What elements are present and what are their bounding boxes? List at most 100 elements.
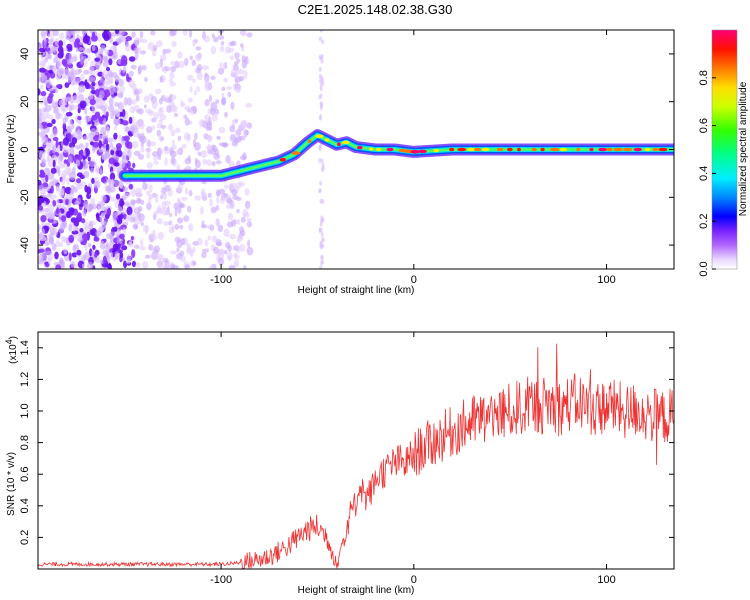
noise-blob — [122, 227, 126, 236]
noise-blob — [97, 116, 104, 122]
snr-plot: -100 0 100 0.2 0.4 0.6 0.8 1.0 1.2 1.4 — [19, 331, 675, 586]
noise-blob — [319, 242, 323, 248]
noise-blob — [65, 166, 72, 175]
noise-blob — [84, 33, 88, 43]
noise-blob — [195, 46, 202, 51]
noise-blob — [62, 106, 66, 114]
noise-blob — [159, 114, 167, 121]
noise-blob — [103, 238, 107, 243]
y-tick-label: -40 — [19, 237, 31, 253]
noise-blob — [150, 30, 156, 36]
noise-blob — [68, 207, 75, 213]
noise-blob — [169, 212, 173, 218]
noise-blob — [177, 183, 184, 189]
ridge-hotspot — [506, 147, 513, 152]
noise-blob — [127, 149, 132, 159]
noise-blob — [151, 117, 157, 123]
noise-blob — [319, 264, 323, 269]
noise-blob — [168, 226, 174, 234]
y-tick-label: -20 — [19, 189, 31, 205]
noise-blob — [238, 75, 245, 82]
noise-blob — [88, 92, 94, 101]
noise-blob — [60, 187, 65, 196]
noise-blob — [233, 259, 240, 268]
noise-blob — [108, 97, 114, 106]
noise-blob — [110, 196, 117, 202]
noise-blob — [170, 94, 177, 101]
noise-blob — [128, 70, 134, 77]
noise-blob — [41, 228, 45, 237]
noise-blob — [213, 246, 220, 255]
noise-blob — [61, 215, 67, 222]
noise-blob — [80, 149, 84, 157]
noise-blob — [84, 225, 90, 234]
noise-blob — [99, 259, 105, 265]
noise-blob — [180, 100, 184, 108]
noise-blob — [174, 208, 178, 217]
colorbar-label: Normalized spectral amplitude — [738, 81, 749, 216]
noise-blob — [320, 158, 324, 164]
noise-blob — [95, 229, 102, 237]
noise-blob — [137, 205, 143, 212]
noise-blob — [147, 41, 154, 51]
snr-y-axis-label: SNR (10 * v/v) — [6, 452, 17, 516]
ridge-hotspot — [410, 150, 420, 154]
noise-blob — [170, 65, 177, 73]
noise-blob — [109, 172, 116, 181]
snr-x-axis-label: Height of straight line (km) — [298, 585, 415, 596]
noise-blob — [246, 221, 253, 228]
noise-blob — [211, 160, 216, 167]
noise-blob — [139, 31, 144, 39]
noise-blob — [68, 155, 73, 164]
noise-blob — [187, 74, 194, 81]
noise-blob — [109, 240, 115, 246]
noise-blob — [62, 40, 66, 47]
noise-blob — [119, 233, 125, 240]
noise-blob — [47, 95, 53, 104]
noise-blob — [241, 60, 247, 69]
ridge-hotspot — [517, 147, 521, 152]
ridge-hotspot — [606, 147, 613, 152]
noise-blob — [202, 158, 208, 165]
spectrogram-x-axis-label: Height of straight line (km) — [298, 285, 415, 296]
colorbar: 0.0 0.2 0.4 0.6 0.8 — [698, 29, 738, 277]
noise-blob — [121, 245, 128, 251]
noise-blob — [319, 30, 323, 33]
noise-blob — [41, 121, 48, 127]
noise-blob — [54, 37, 60, 47]
noise-blob — [243, 69, 248, 79]
noise-blob — [99, 77, 104, 83]
noise-blob — [164, 48, 172, 54]
noise-blob — [246, 32, 253, 38]
noise-blob — [201, 224, 208, 229]
noise-blob — [206, 159, 213, 167]
noise-blob — [320, 55, 323, 60]
ridge-hotspot — [279, 157, 287, 162]
noise-blob — [113, 132, 118, 140]
noise-blob — [67, 30, 72, 38]
noise-blob — [151, 125, 155, 130]
noise-blob — [229, 54, 234, 61]
noise-blob — [156, 129, 162, 137]
noise-blob — [135, 208, 138, 217]
noise-blob — [38, 150, 45, 160]
noise-blob — [84, 82, 90, 90]
noise-blob — [111, 146, 117, 151]
noise-blob — [178, 202, 184, 209]
noise-blob — [234, 52, 241, 58]
spectrogram-noise — [38, 30, 325, 269]
noise-blob — [135, 262, 141, 268]
noise-blob — [64, 82, 70, 88]
noise-blob — [112, 243, 118, 253]
noise-blob — [81, 30, 87, 37]
noise-blob — [39, 47, 46, 53]
noise-blob — [47, 211, 54, 220]
noise-blob — [230, 101, 235, 110]
noise-blob — [318, 228, 322, 234]
noise-blob — [62, 117, 67, 125]
noise-blob — [116, 218, 123, 225]
noise-blob — [246, 122, 252, 129]
noise-blob — [129, 106, 136, 114]
noise-blob — [43, 167, 50, 177]
noise-blob — [160, 95, 166, 102]
